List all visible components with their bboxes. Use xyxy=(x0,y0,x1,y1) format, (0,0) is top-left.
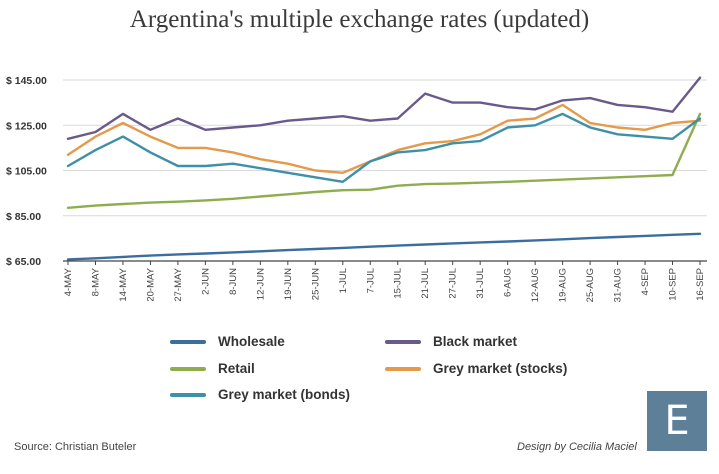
x-axis-ticks: 4-MAY 8-MAY 14-MAY 20-MAY 27-MAY 2-JUN 8-JUN 12… xyxy=(63,261,706,302)
x-tick-label: 25-AUG xyxy=(585,268,596,302)
source-note: Source: Christian Buteler xyxy=(14,441,137,453)
series-line-grey-market-bonds xyxy=(66,112,702,184)
x-tick-label: 15-JUL xyxy=(393,268,404,299)
y-tick-label: $ 85.00 xyxy=(6,211,41,223)
x-tick-label: 14-MAY xyxy=(118,267,129,301)
x-tick-label: 31-JUL xyxy=(475,268,486,299)
x-tick-label: 27-MAY xyxy=(173,267,184,301)
design-credit: Design by Cecilia Maciel xyxy=(517,441,637,453)
series-line-grey-market-stocks xyxy=(66,103,702,175)
x-tick-label: 25-JUN xyxy=(310,268,321,300)
y-tick-label: $ 65.00 xyxy=(6,256,41,268)
series-line-wholesale xyxy=(66,232,702,261)
publisher-logo: E xyxy=(647,391,707,451)
x-tick-label: 10-SEP xyxy=(668,268,679,301)
x-tick-label: 4-SEP xyxy=(640,268,651,295)
x-tick-label: 4-MAY xyxy=(63,267,74,296)
y-tick-label: $ 125.00 xyxy=(6,120,47,132)
x-tick-label: 20-MAY xyxy=(145,267,156,301)
x-tick-label: 12-AUG xyxy=(530,268,541,302)
series-line-retail xyxy=(66,112,702,210)
x-tick-label: 8-JUN xyxy=(228,268,239,295)
x-tick-label: 16-SEP xyxy=(695,268,706,301)
x-tick-label: 12-JUN xyxy=(255,268,266,300)
x-tick-label: 19-AUG xyxy=(558,268,569,302)
x-tick-label: 27-JUL xyxy=(448,268,459,299)
y-tick-label: $ 105.00 xyxy=(6,166,47,178)
x-tick-label: 2-JUN xyxy=(200,268,211,295)
x-tick-label: 19-JUN xyxy=(283,268,294,300)
x-tick-label: 1-JUL xyxy=(338,268,349,293)
y-axis-ticks: $ 65.00 $ 85.00 $ 105.00 $ 125.00 $ 145.00 xyxy=(6,75,47,268)
series-line-black-market xyxy=(66,76,702,141)
x-tick-label: 21-JUL xyxy=(420,268,431,299)
series-lines xyxy=(66,76,702,261)
grid-lines xyxy=(63,79,707,262)
x-tick-label: 31-AUG xyxy=(613,268,624,302)
y-tick-label: $ 145.00 xyxy=(6,75,47,87)
x-tick-label: 8-MAY xyxy=(90,267,101,296)
chart-title: Argentina's multiple exchange rates (upd… xyxy=(129,6,590,33)
x-tick-label: 6-AUG xyxy=(503,268,514,297)
x-tick-label: 7-JUL xyxy=(365,268,376,293)
